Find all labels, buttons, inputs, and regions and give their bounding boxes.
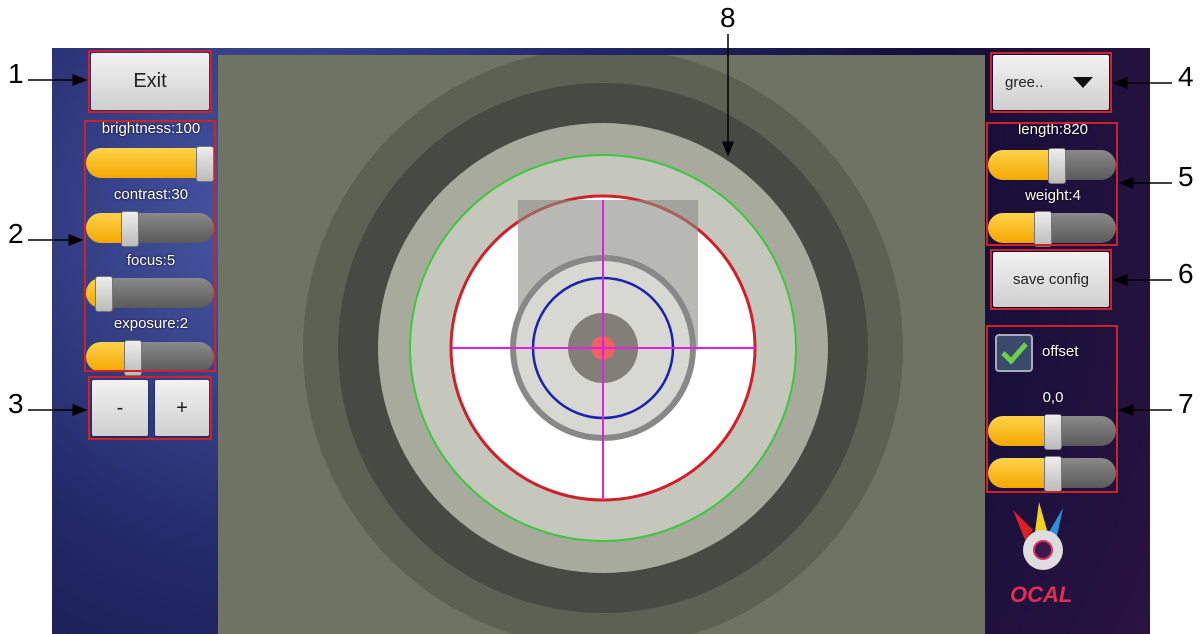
plus-button[interactable]: + (155, 380, 209, 436)
offset-checkbox[interactable] (995, 334, 1033, 372)
exit-button[interactable]: Exit (91, 53, 209, 110)
contrast-slider[interactable] (86, 213, 214, 243)
highlight-box (88, 376, 212, 440)
slider-thumb[interactable] (95, 276, 113, 312)
slider-label: exposure:2 (113, 315, 189, 332)
slider-thumb[interactable] (121, 211, 139, 247)
highlight-box (84, 120, 216, 372)
offset-value: 0,0 (1042, 389, 1064, 406)
highlight-box (986, 325, 1118, 493)
highlight-box (990, 52, 1112, 113)
slider-label: brightness:100 (101, 120, 201, 137)
callout-number: 8 (720, 2, 736, 33)
weight-slider[interactable] (988, 213, 1116, 243)
slider-thumb[interactable] (1048, 148, 1066, 184)
callout-number: 4 (1178, 61, 1194, 92)
callout-number: 1 (8, 58, 24, 89)
offset-label: offset (1042, 343, 1079, 360)
save-config-button[interactable]: save config (993, 252, 1109, 307)
dropdown-arrow (1073, 77, 1093, 88)
callout-number: 5 (1178, 161, 1194, 192)
callout-number: 6 (1178, 258, 1194, 289)
logo-icon (1013, 502, 1063, 570)
callout-number: 2 (8, 218, 24, 249)
highlight-box (990, 249, 1112, 310)
slider-label: weight:4 (1025, 187, 1081, 204)
logo-text: OCAL (1010, 582, 1073, 607)
callout-number: 7 (1178, 388, 1194, 419)
slider-thumb[interactable] (1044, 414, 1062, 450)
camera-view (218, 55, 985, 634)
slider-label: length:820 (1017, 121, 1089, 138)
highlight-box (88, 50, 212, 113)
brightness-slider[interactable] (86, 148, 214, 178)
color-dropdown[interactable]: gree.. (993, 55, 1109, 110)
slider-thumb[interactable] (196, 146, 214, 182)
highlight-box (986, 122, 1118, 246)
exposure-slider[interactable] (86, 342, 214, 372)
slider-label: focus:5 (126, 252, 176, 269)
minus-button[interactable]: - (92, 380, 148, 436)
dropdown-text: gree.. (1005, 74, 1044, 91)
slider-thumb[interactable] (1034, 211, 1052, 247)
callout-number: 3 (8, 388, 24, 419)
slider-thumb[interactable] (124, 340, 142, 376)
slider-label: contrast:30 (113, 186, 189, 203)
